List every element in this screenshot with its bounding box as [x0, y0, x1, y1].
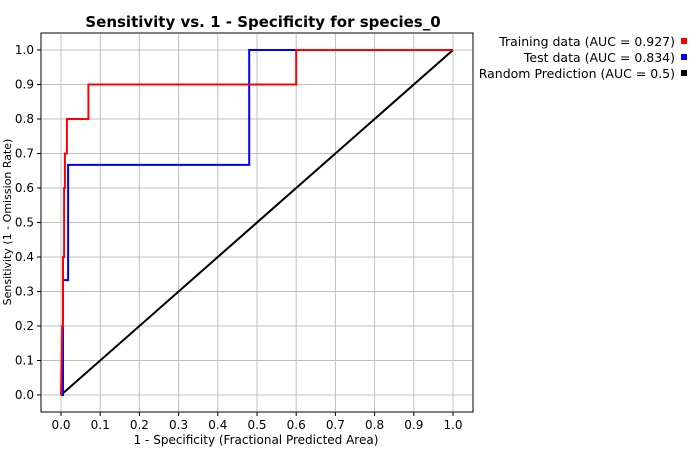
- y-tick-label: 1.0: [15, 43, 34, 57]
- y-tick-label: 0.4: [15, 250, 34, 264]
- legend-swatch: [681, 54, 687, 60]
- x-tick-label: 1.0: [443, 418, 462, 432]
- legend: Training data (AUC = 0.927)Test data (AU…: [479, 34, 687, 81]
- x-tick-label: 0.9: [404, 418, 423, 432]
- x-axis-label: 1 - Specificity (Fractional Predicted Ar…: [134, 433, 379, 447]
- y-tick-label: 0.2: [15, 319, 34, 333]
- x-tick-label: 0.4: [208, 418, 227, 432]
- series-lines: [60, 49, 454, 396]
- legend-label: Random Prediction (AUC = 0.5): [479, 66, 675, 81]
- y-tick-label: 0.1: [15, 354, 34, 368]
- legend-swatch: [681, 70, 687, 76]
- x-tick-label: 0.1: [91, 418, 110, 432]
- y-tick-label: 0.6: [15, 181, 34, 195]
- x-tick-label: 0.6: [287, 418, 306, 432]
- x-tick-label: 0.5: [247, 418, 266, 432]
- axis-ticks: 0.0 0.1 0.2 0.3 0.4 0.5 0.6 0.7 0.8 0.9 1.0 0.0 0.1 0…: [15, 43, 463, 432]
- y-axis-label: Sensitivity (1 - Omission Rate): [1, 139, 14, 306]
- series-line-2: [60, 49, 454, 396]
- y-tick-label: 0.5: [15, 216, 34, 230]
- y-tick-label: 0.3: [15, 285, 34, 299]
- y-tick-label: 0.0: [15, 388, 34, 402]
- x-tick-label: 0.2: [130, 418, 149, 432]
- y-tick-label: 0.8: [15, 112, 34, 126]
- legend-swatch: [681, 38, 687, 44]
- x-tick-label: 0.3: [169, 418, 188, 432]
- legend-label: Test data (AUC = 0.834): [523, 50, 675, 65]
- y-tick-label: 0.9: [15, 78, 34, 92]
- x-tick-label: 0.0: [51, 418, 70, 432]
- x-tick-label: 0.8: [365, 418, 384, 432]
- x-tick-label: 0.7: [326, 418, 345, 432]
- series-line-0: [60, 49, 453, 396]
- series-line-1: [61, 49, 453, 396]
- chart-title: Sensitivity vs. 1 - Specificity for spec…: [85, 13, 440, 31]
- y-tick-label: 0.7: [15, 147, 34, 161]
- legend-label: Training data (AUC = 0.927): [498, 34, 675, 49]
